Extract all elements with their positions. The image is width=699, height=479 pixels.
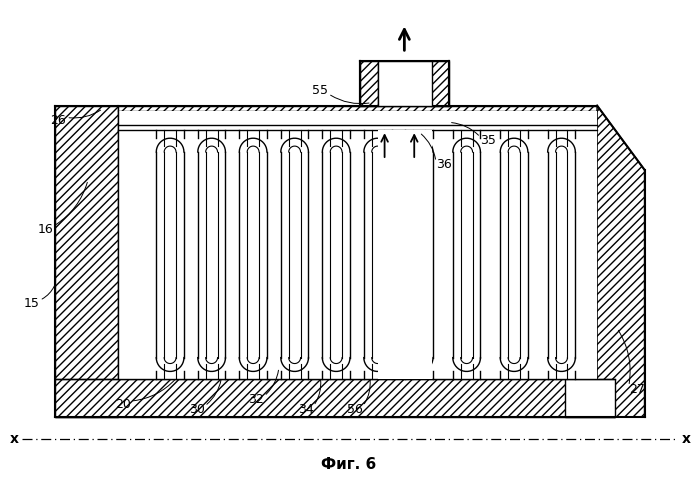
Polygon shape xyxy=(461,146,473,364)
Polygon shape xyxy=(556,146,568,364)
Polygon shape xyxy=(289,146,301,364)
Text: 30: 30 xyxy=(189,402,205,415)
Polygon shape xyxy=(206,146,217,364)
Polygon shape xyxy=(597,105,644,417)
Bar xyxy=(117,125,597,130)
Polygon shape xyxy=(117,105,597,111)
Text: 56: 56 xyxy=(347,402,363,415)
Bar xyxy=(377,61,432,105)
Text: x: x xyxy=(682,432,691,445)
Polygon shape xyxy=(508,146,520,364)
Text: 55: 55 xyxy=(312,84,329,97)
Polygon shape xyxy=(55,379,615,417)
Text: Фиг. 6: Фиг. 6 xyxy=(322,457,377,472)
Polygon shape xyxy=(164,146,176,364)
Polygon shape xyxy=(431,61,449,105)
Text: 15: 15 xyxy=(24,297,40,310)
Text: 20: 20 xyxy=(115,398,131,411)
Polygon shape xyxy=(413,146,425,364)
Text: 36: 36 xyxy=(436,159,452,171)
Polygon shape xyxy=(360,61,377,105)
Text: 26: 26 xyxy=(50,114,66,127)
Text: 32: 32 xyxy=(248,393,264,406)
Polygon shape xyxy=(330,146,342,364)
Text: 16: 16 xyxy=(38,223,53,236)
Bar xyxy=(377,130,432,379)
Bar xyxy=(117,111,597,379)
Text: 34: 34 xyxy=(298,402,313,415)
Polygon shape xyxy=(372,146,384,364)
Text: 27: 27 xyxy=(628,383,644,396)
Bar xyxy=(565,379,615,417)
Polygon shape xyxy=(247,146,259,364)
Text: x: x xyxy=(10,432,18,445)
Polygon shape xyxy=(55,105,117,417)
Text: 35: 35 xyxy=(480,134,496,147)
